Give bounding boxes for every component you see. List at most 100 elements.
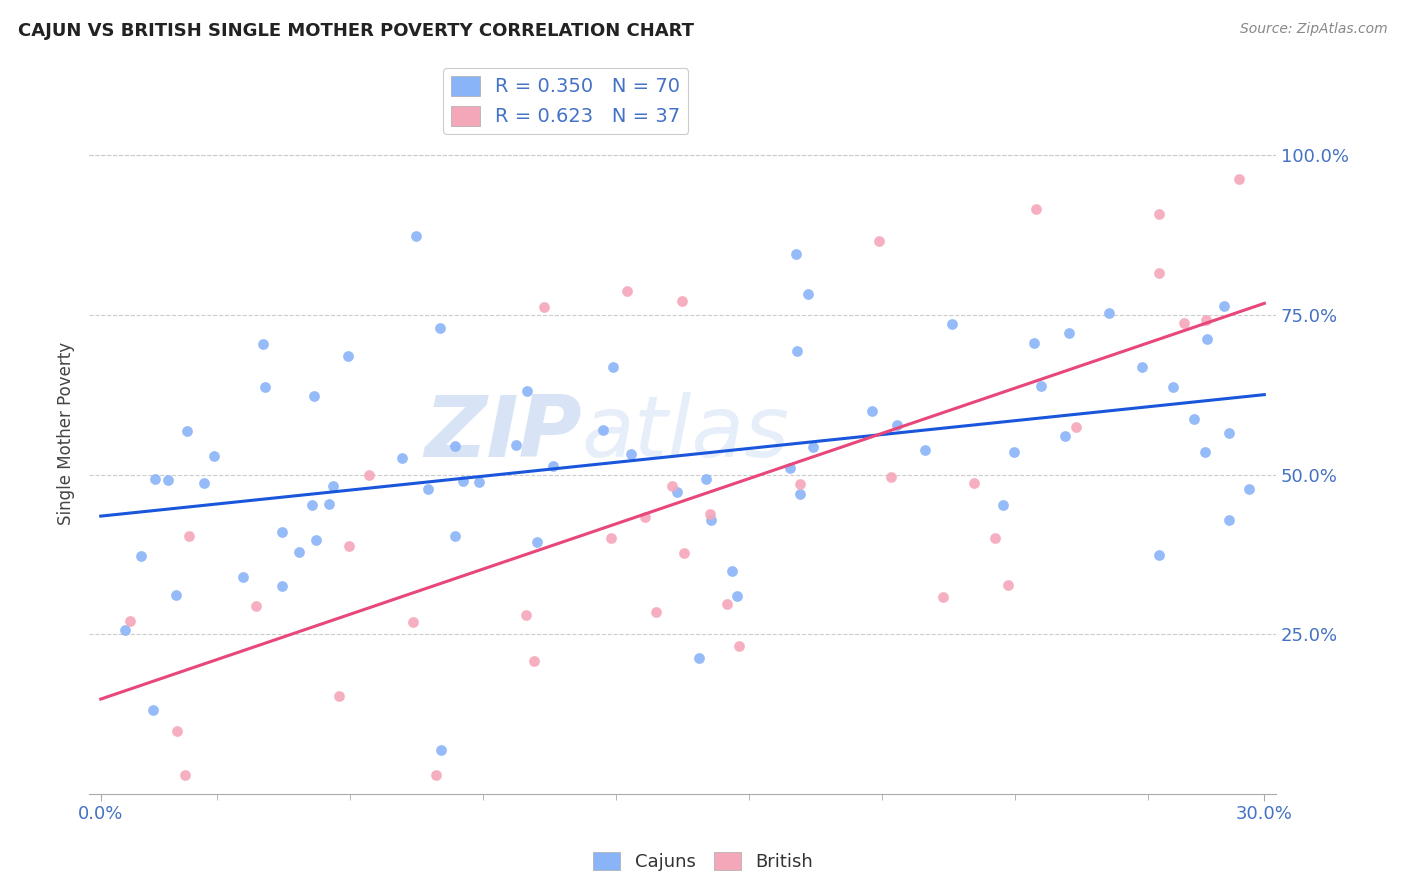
Point [541,458,564,473]
Point [725,589,748,603]
Point [444,529,467,543]
Point [602,359,624,374]
Point [796,287,818,301]
Point [860,403,883,417]
Point [402,615,425,629]
Point [671,294,693,309]
Point [592,423,614,437]
Point [1237,482,1260,496]
Point [305,533,328,548]
Point [1024,336,1046,351]
Point [1227,172,1250,186]
Point [688,651,710,665]
Point [997,578,1019,592]
Point [786,343,808,358]
Point [672,546,695,560]
Point [1025,202,1047,217]
Point [645,605,668,619]
Point [1173,316,1195,330]
Point [179,529,201,543]
Point [271,579,294,593]
Point [118,615,141,629]
Point [914,443,936,458]
Point [429,320,451,334]
Legend: Cajuns, British: Cajuns, British [586,845,820,879]
Point [789,477,811,491]
Point [271,525,294,540]
Point [661,479,683,493]
Point [728,639,751,653]
Point [721,564,744,578]
Point [963,475,986,490]
Point [523,654,546,668]
Point [665,484,688,499]
Point [1064,420,1087,434]
Y-axis label: Single Mother Poverty: Single Mother Poverty [58,342,75,524]
Point [526,535,548,549]
Text: atlas: atlas [582,392,790,475]
Point [322,479,344,493]
Point [616,284,638,298]
Point [1195,332,1218,346]
Point [453,474,475,488]
Point [252,337,274,351]
Point [429,743,451,757]
Point [166,723,188,738]
Point [1194,445,1216,459]
Point [620,447,643,461]
Point [302,388,325,402]
Point [1163,380,1185,394]
Point [165,588,187,602]
Point [337,539,360,553]
Point [425,767,447,781]
Point [599,531,621,545]
Point [1059,326,1081,341]
Point [931,591,953,605]
Legend: R = 0.350   N = 70, R = 0.623   N = 37: R = 0.350 N = 70, R = 0.623 N = 37 [443,68,689,134]
Point [318,497,340,511]
Point [716,597,738,611]
Point [173,767,195,781]
Point [801,440,824,454]
Point [1218,513,1240,527]
Point [533,300,555,314]
Point [868,234,890,248]
Point [941,317,963,331]
Text: CAJUN VS BRITISH SINGLE MOTHER POVERTY CORRELATION CHART: CAJUN VS BRITISH SINGLE MOTHER POVERTY C… [18,22,695,40]
Point [114,624,136,638]
Point [991,498,1014,512]
Point [886,417,908,432]
Point [1195,312,1218,326]
Point [142,703,165,717]
Point [129,549,152,564]
Point [416,482,439,496]
Point [1147,266,1170,280]
Point [336,349,359,363]
Point [176,424,198,438]
Point [301,498,323,512]
Point [405,229,427,244]
Point [1031,378,1053,392]
Point [232,569,254,583]
Point [1147,548,1170,562]
Point [1130,359,1153,374]
Point [1218,426,1240,441]
Point [1097,305,1119,319]
Point [391,450,413,465]
Point [1182,412,1205,426]
Text: Source: ZipAtlas.com: Source: ZipAtlas.com [1240,22,1388,37]
Point [700,513,723,527]
Point [143,471,166,485]
Point [253,380,276,394]
Point [505,438,527,452]
Point [789,486,811,500]
Point [984,531,1007,545]
Point [202,449,225,463]
Point [443,439,465,453]
Point [785,246,807,260]
Point [515,608,537,623]
Point [193,476,215,491]
Point [880,469,903,483]
Point [1213,299,1236,313]
Point [516,384,538,398]
